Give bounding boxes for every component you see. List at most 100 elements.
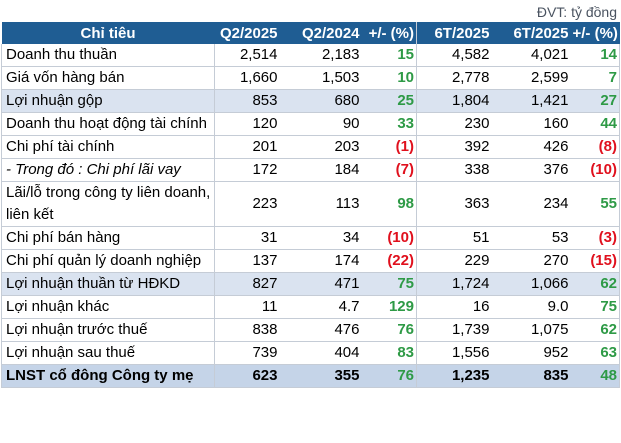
cell-h-change: 63	[570, 341, 620, 365]
cell-6t-2025: 1,724	[416, 272, 492, 296]
cell-6t-2025: 1,235	[416, 364, 492, 388]
row-label: LNST cổ đông Công ty mẹ	[1, 364, 215, 388]
cell-6t-2025: 230	[416, 112, 492, 136]
cell-h-change: 62	[570, 318, 620, 342]
table-row: Lợi nhuận thuần từ HĐKD 827 471 75 1,724 1,06…	[1, 272, 620, 296]
col-header-q2-2025: Q2/2025	[214, 22, 280, 44]
row-label: Lợi nhuận sau thuế	[1, 341, 215, 365]
table-row: LNST cổ đông Công ty mẹ 623 355 76 1,235 835 4…	[1, 364, 620, 388]
cell-q2-2024: 1,503	[279, 66, 362, 90]
col-header-q-change: +/- (%)	[361, 22, 417, 44]
row-label: Lãi/lỗ trong công ty liên doanh, liên kế…	[1, 181, 215, 227]
cell-q2-2024: 113	[279, 181, 362, 227]
cell-h-change: (3)	[570, 226, 620, 250]
cell-q2-2024: 404	[279, 341, 362, 365]
cell-6t-2025-b: 160	[491, 112, 571, 136]
row-label: Giá vốn hàng bán	[1, 66, 215, 90]
row-label: Lợi nhuận trước thuế	[1, 318, 215, 342]
cell-q2-2025: 201	[214, 135, 280, 159]
cell-6t-2025: 51	[416, 226, 492, 250]
cell-q2-2025: 739	[214, 341, 280, 365]
cell-q2-2025: 1,660	[214, 66, 280, 90]
cell-q2-2024: 184	[279, 158, 362, 182]
cell-6t-2025-b: 1,075	[491, 318, 571, 342]
cell-q-change: (7)	[361, 158, 417, 182]
table-body: Doanh thu thuần 2,514 2,183 15 4,582 4,021 14 G…	[1, 44, 620, 388]
cell-h-change: (10)	[570, 158, 620, 182]
cell-q2-2025: 838	[214, 318, 280, 342]
cell-q2-2025: 31	[214, 226, 280, 250]
cell-h-change: 62	[570, 272, 620, 296]
cell-6t-2025-b: 9.0	[491, 295, 571, 319]
cell-h-change: 7	[570, 66, 620, 90]
row-label: Chi phí bán hàng	[1, 226, 215, 250]
cell-q2-2024: 174	[279, 249, 362, 273]
table-row: Giá vốn hàng bán 1,660 1,503 10 2,778 2,599 7	[1, 66, 620, 90]
col-header-h-change: +/- (%)	[570, 22, 620, 44]
cell-q-change: (1)	[361, 135, 417, 159]
table-row: Chi phí quản lý doanh nghiệp 137 174 (22) 22…	[1, 249, 620, 273]
cell-6t-2025-b: 952	[491, 341, 571, 365]
cell-q2-2025: 137	[214, 249, 280, 273]
cell-q2-2025: 623	[214, 364, 280, 388]
table-row: Lãi/lỗ trong công ty liên doanh, liên kế…	[1, 181, 620, 227]
cell-h-change: 44	[570, 112, 620, 136]
cell-q2-2025: 11	[214, 295, 280, 319]
cell-q-change: 83	[361, 341, 417, 365]
row-label: Chi phí quản lý doanh nghiệp	[1, 249, 215, 273]
cell-q-change: 76	[361, 318, 417, 342]
col-header-6t-2025-b: 6T/2025	[491, 22, 571, 44]
row-label: Doanh thu thuần	[1, 44, 215, 67]
cell-6t-2025-b: 376	[491, 158, 571, 182]
cell-q2-2024: 90	[279, 112, 362, 136]
cell-q2-2025: 827	[214, 272, 280, 296]
row-label: Chi phí tài chính	[1, 135, 215, 159]
cell-6t-2025-b: 270	[491, 249, 571, 273]
cell-q-change: 75	[361, 272, 417, 296]
cell-6t-2025-b: 2,599	[491, 66, 571, 90]
cell-h-change: 27	[570, 89, 620, 113]
cell-6t-2025: 2,778	[416, 66, 492, 90]
table-row: Chi phí bán hàng 31 34 (10) 51 53 (3)	[1, 226, 620, 250]
cell-q2-2024: 4.7	[279, 295, 362, 319]
cell-6t-2025-b: 53	[491, 226, 571, 250]
cell-q-change: (10)	[361, 226, 417, 250]
cell-q2-2025: 223	[214, 181, 280, 227]
cell-6t-2025: 392	[416, 135, 492, 159]
table-row: Lợi nhuận gộp 853 680 25 1,804 1,421 27	[1, 89, 620, 113]
col-header-q2-2024: Q2/2024	[279, 22, 362, 44]
cell-h-change: 48	[570, 364, 620, 388]
cell-h-change: (8)	[570, 135, 620, 159]
cell-h-change: 14	[570, 44, 620, 67]
cell-q2-2025: 853	[214, 89, 280, 113]
cell-h-change: (15)	[570, 249, 620, 273]
table-header-row: Chỉ tiêu Q2/2025 Q2/2024 +/- (%) 6T/2025…	[1, 22, 620, 44]
cell-q-change: 15	[361, 44, 417, 67]
table-row: - Trong đó : Chi phí lãi vay 172 184 (7) 338…	[1, 158, 620, 182]
cell-6t-2025: 229	[416, 249, 492, 273]
cell-6t-2025: 1,556	[416, 341, 492, 365]
col-header-6t-2025: 6T/2025	[416, 22, 492, 44]
cell-q2-2024: 680	[279, 89, 362, 113]
cell-q-change: 25	[361, 89, 417, 113]
cell-q-change: 33	[361, 112, 417, 136]
cell-6t-2025-b: 4,021	[491, 44, 571, 67]
cell-6t-2025-b: 835	[491, 364, 571, 388]
row-label: Lợi nhuận thuần từ HĐKD	[1, 272, 215, 296]
row-label: Lợi nhuận gộp	[1, 89, 215, 113]
cell-6t-2025-b: 426	[491, 135, 571, 159]
row-label: - Trong đó : Chi phí lãi vay	[1, 158, 215, 182]
cell-6t-2025-b: 1,421	[491, 89, 571, 113]
cell-q-change: 10	[361, 66, 417, 90]
cell-h-change: 75	[570, 295, 620, 319]
cell-q2-2024: 34	[279, 226, 362, 250]
cell-6t-2025: 363	[416, 181, 492, 227]
cell-6t-2025: 16	[416, 295, 492, 319]
cell-q-change: 98	[361, 181, 417, 227]
cell-q2-2025: 2,514	[214, 44, 280, 67]
cell-q2-2024: 2,183	[279, 44, 362, 67]
row-label: Lợi nhuận khác	[1, 295, 215, 319]
income-statement-table: Chỉ tiêu Q2/2025 Q2/2024 +/- (%) 6T/2025…	[1, 22, 620, 388]
cell-q2-2024: 203	[279, 135, 362, 159]
table-row: Lợi nhuận trước thuế 838 476 76 1,739 1,075 62	[1, 318, 620, 342]
